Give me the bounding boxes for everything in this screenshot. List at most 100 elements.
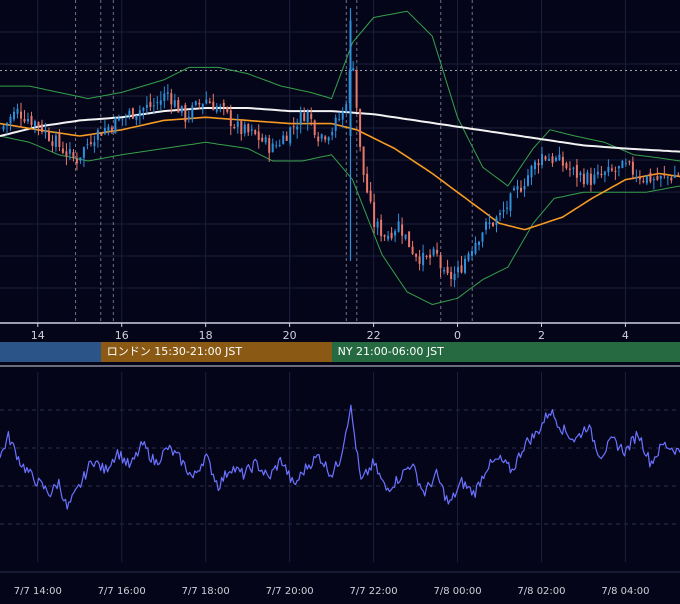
candle-body <box>303 113 306 121</box>
candle-body <box>93 142 96 147</box>
candle-body <box>527 175 529 186</box>
candle-body <box>152 105 155 107</box>
session-label-newyork: NY 21:00-06:00 JST <box>337 345 444 358</box>
candle-body <box>37 122 40 127</box>
main-x-tick-label: 4 <box>622 329 629 342</box>
bottom-x-tick-label: 7/7 20:00 <box>266 586 314 597</box>
candle-body <box>593 174 596 184</box>
candle-body <box>471 251 473 256</box>
main-x-tick-label: 18 <box>199 329 213 342</box>
candle-body <box>20 111 22 119</box>
candle-body <box>194 101 197 105</box>
candle-body <box>331 131 334 136</box>
candle-body <box>673 174 676 178</box>
candle-body <box>34 121 36 127</box>
candle-body <box>390 232 393 239</box>
candle-body <box>478 241 480 245</box>
candle-body <box>397 221 400 232</box>
candle-body <box>422 253 425 266</box>
candle-body <box>103 128 106 134</box>
candle-body <box>48 131 50 141</box>
candle-body <box>663 174 666 176</box>
candle-body <box>313 120 316 135</box>
candle-body <box>568 168 571 170</box>
candle-body <box>579 172 582 175</box>
candle-body <box>82 147 85 158</box>
session-band-tokyo <box>0 342 101 362</box>
candle-body <box>44 129 47 133</box>
candle-body <box>107 126 110 131</box>
candle-body <box>23 119 26 122</box>
candle-body <box>110 127 113 132</box>
candle-body <box>233 127 236 128</box>
candle-body <box>117 118 120 121</box>
oscillator-panel <box>0 372 680 562</box>
candle-body <box>86 144 89 146</box>
candle-body <box>16 108 19 114</box>
main-x-axis: 14 16 18 20 22 0 2 4 <box>31 323 629 342</box>
candle-body <box>208 101 211 104</box>
candle-body <box>513 188 515 191</box>
candle-body <box>380 219 383 236</box>
candle-body <box>236 121 239 127</box>
candle-body <box>268 138 271 153</box>
candle-body <box>138 110 141 117</box>
candle-body <box>27 119 29 122</box>
candle-body <box>509 193 512 211</box>
bollinger-upper-line <box>0 10 680 187</box>
candle-body <box>306 111 309 122</box>
candle-body <box>659 175 662 179</box>
candle-body <box>425 256 428 257</box>
candle-body <box>642 180 645 182</box>
candle-body <box>240 121 243 134</box>
candle-body <box>376 221 379 228</box>
candle-body <box>282 135 285 144</box>
candle-body <box>264 137 267 143</box>
candle-body <box>124 116 127 118</box>
candle-body <box>652 179 655 181</box>
candle-body <box>278 144 281 146</box>
candle-body <box>548 159 550 161</box>
candle-body <box>89 142 92 144</box>
candle-body <box>450 271 453 279</box>
candle-body <box>156 102 159 104</box>
candle-body <box>516 186 519 190</box>
candle-body <box>170 93 173 105</box>
session-band-london: ロンドン 15:30-21:00 JST <box>100 342 332 362</box>
candle-body <box>355 69 358 108</box>
candle-body <box>551 156 554 164</box>
candle-body <box>565 163 568 169</box>
candle-body <box>474 242 477 254</box>
oscillator-line <box>0 404 680 510</box>
main-x-tick-label: 20 <box>283 329 297 342</box>
candle-body <box>173 100 176 107</box>
bottom-x-tick-label: 7/7 18:00 <box>182 586 230 597</box>
candle-body <box>205 99 208 104</box>
candle-body <box>589 173 592 185</box>
candle-body <box>327 137 330 141</box>
candle-body <box>558 154 561 161</box>
candle-body <box>100 133 103 136</box>
candle-body <box>373 202 376 227</box>
candle-body <box>506 207 508 209</box>
candle-body <box>575 165 578 178</box>
candle-body <box>96 130 99 140</box>
candle-body <box>250 129 253 131</box>
candle-body <box>443 269 446 272</box>
candle-body <box>30 116 33 125</box>
candle-body <box>530 166 533 178</box>
candle-body <box>603 171 606 175</box>
candle-body <box>285 135 288 141</box>
candle-body <box>54 135 57 147</box>
candle-body <box>502 210 505 212</box>
candle-body <box>383 235 386 237</box>
candle-body <box>624 162 627 164</box>
candle-body <box>243 124 246 134</box>
candle-body <box>219 105 222 107</box>
candle-body <box>215 106 218 112</box>
candle-body <box>310 113 313 119</box>
candle-body <box>649 172 652 182</box>
candle-body <box>520 187 522 192</box>
candle-body <box>418 256 421 264</box>
